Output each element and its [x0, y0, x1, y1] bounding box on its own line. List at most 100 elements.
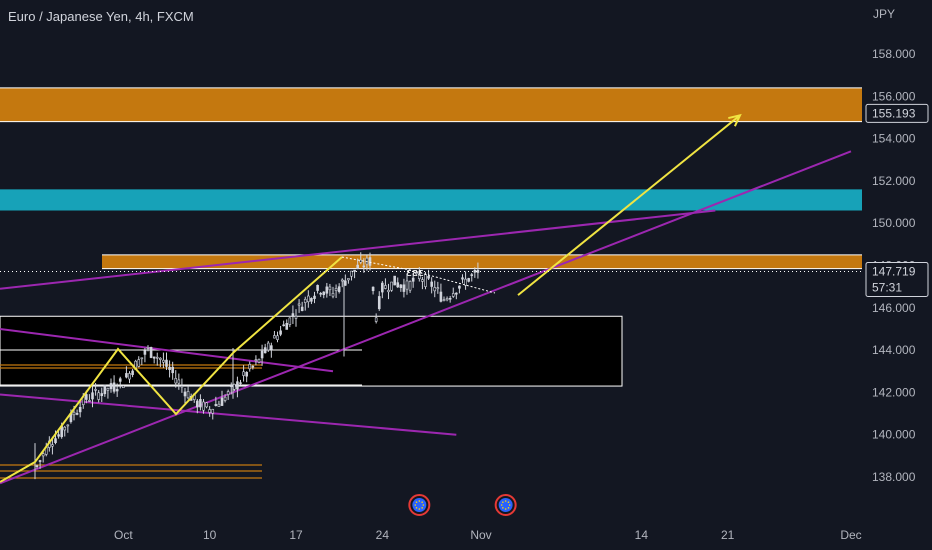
- candle-body: [430, 281, 433, 287]
- candle-body: [251, 365, 255, 368]
- candle-body: [57, 434, 60, 437]
- event-star: [422, 504, 425, 506]
- candle-body: [307, 295, 310, 303]
- target-price-label: 155.193: [872, 106, 916, 120]
- y-tick-label: 146.000: [872, 301, 916, 315]
- event-star: [504, 508, 507, 510]
- event-star: [418, 508, 421, 510]
- supply-zone-0: [0, 87, 862, 122]
- projection-arrow: [517, 114, 741, 296]
- candle-body: [260, 350, 264, 359]
- candle-body: [208, 409, 211, 413]
- candle-body: [248, 364, 252, 370]
- candle-body: [439, 291, 443, 302]
- x-tick-label: 14: [635, 528, 649, 542]
- candle-body: [220, 397, 224, 406]
- candle-body: [199, 399, 202, 408]
- candle-body: [282, 324, 285, 327]
- candle-body: [270, 345, 273, 350]
- trendline-0: [0, 209, 716, 290]
- candle-body: [319, 292, 322, 295]
- eu-event-icon-0[interactable]: [408, 494, 431, 516]
- candle-body: [239, 382, 242, 384]
- candle-body: [75, 413, 79, 415]
- candle-body: [112, 382, 116, 392]
- event-star: [421, 501, 423, 503]
- candle-body: [455, 292, 458, 295]
- candle-body: [143, 350, 147, 355]
- event-star: [418, 500, 421, 502]
- candle-body: [399, 284, 403, 288]
- candle-body: [109, 383, 113, 390]
- price-zones: [0, 87, 862, 479]
- event-star: [508, 504, 511, 506]
- candle-body: [211, 409, 215, 414]
- candle-body: [180, 385, 184, 388]
- candle-body: [387, 289, 390, 293]
- price-axis[interactable]: JPY 138.000 140.000 142.000 144.000 146.000 14…: [862, 0, 932, 550]
- candle-body: [128, 373, 131, 380]
- event-star: [502, 507, 504, 509]
- candle-body: [359, 259, 363, 263]
- candle-body: [368, 257, 372, 266]
- time-axis-bg: [0, 522, 932, 550]
- swing-path: [0, 256, 343, 483]
- swing-mark: εεε: [406, 266, 424, 279]
- event-star: [415, 501, 418, 503]
- x-tick-label: Nov: [470, 528, 491, 542]
- eu-event-icon-1[interactable]: [494, 494, 517, 516]
- y-tick-label: 150.000: [872, 216, 916, 230]
- candle-body: [35, 465, 39, 467]
- trendlines: [0, 150, 852, 485]
- candle-body: [171, 366, 174, 374]
- candle-body: [236, 381, 239, 390]
- candle-body: [149, 347, 153, 358]
- current-price-label: 147.719: [872, 264, 916, 278]
- candle-body: [137, 359, 141, 367]
- candle-body: [458, 285, 461, 289]
- event-star: [414, 504, 417, 506]
- candle-body: [427, 275, 430, 279]
- candle-body: [196, 400, 199, 408]
- candle-body: [325, 286, 329, 294]
- event-star: [504, 500, 507, 502]
- candle-body: [347, 278, 350, 281]
- candle-body: [340, 279, 344, 282]
- candle-body: [322, 291, 326, 296]
- trendline-1: [0, 150, 852, 485]
- candle-body: [165, 359, 168, 367]
- candle-body: [257, 358, 261, 363]
- candle-body: [371, 286, 375, 292]
- event-star: [415, 507, 418, 509]
- target-price-tag: [865, 103, 929, 123]
- candle-body: [202, 401, 205, 411]
- candle-body: [393, 275, 396, 286]
- time-axis[interactable]: Oct 10 17 24 Nov 14 21 Dec: [0, 522, 932, 550]
- candle-body: [350, 270, 353, 277]
- dotted-path: [341, 256, 496, 294]
- candle-body: [390, 281, 393, 291]
- candle-body: [476, 269, 480, 273]
- y-tick-label: 152.000: [872, 174, 916, 188]
- x-tick-label: Dec: [840, 528, 861, 542]
- candle-body: [377, 296, 381, 310]
- candle-body: [396, 282, 400, 288]
- candle-body: [344, 280, 347, 286]
- candle-body: [473, 269, 477, 273]
- candle-body: [273, 335, 276, 339]
- economic-events[interactable]: [408, 494, 517, 516]
- candle-body: [464, 278, 467, 286]
- candle-body: [263, 347, 267, 354]
- candle-body: [51, 444, 54, 447]
- candle-body: [140, 357, 144, 360]
- candle-body: [229, 385, 233, 387]
- trendline-3: [0, 393, 457, 436]
- trendline-2: [0, 327, 334, 373]
- candle-body: [470, 274, 474, 276]
- candle-body: [205, 402, 208, 408]
- candle-body: [115, 389, 119, 392]
- candle-body: [408, 281, 412, 291]
- event-star: [507, 501, 510, 503]
- candle-body: [38, 460, 42, 462]
